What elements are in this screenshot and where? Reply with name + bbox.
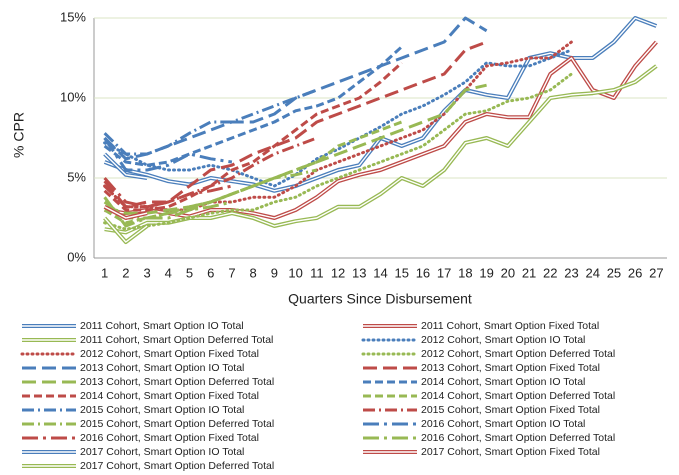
legend-label: 2015 Cohort, Smart Option Fixed Total	[421, 404, 600, 416]
x-tick-label: 22	[543, 265, 557, 280]
series-line-inner	[104, 153, 148, 179]
x-tick-label: 21	[522, 265, 536, 280]
x-tick-label: 4	[165, 265, 172, 280]
legend-label: 2015 Cohort, Smart Option Deferred Total	[80, 418, 274, 430]
series-line	[103, 196, 233, 228]
x-tick-label: 15	[394, 265, 408, 280]
legend-label: 2014 Cohort, Smart Option Fixed Total	[80, 390, 259, 402]
x-axis-title: Quarters Since Disbursement	[288, 291, 472, 307]
legend-label: 2015 Cohort, Smart Option IO Total	[80, 404, 244, 416]
legend-label: 2016 Cohort, Smart Option IO Total	[421, 418, 585, 430]
x-tick-label: 19	[479, 265, 493, 280]
legend-label: 2017 Cohort, Smart Option IO Total	[80, 446, 244, 458]
series-line	[103, 48, 573, 188]
x-tick-label: 3	[143, 265, 150, 280]
x-tick-label: 14	[373, 265, 387, 280]
x-tick-label: 9	[271, 265, 278, 280]
series-line	[103, 16, 658, 193]
series-line-inner	[104, 41, 657, 219]
legend-label: 2014 Cohort, Smart Option IO Total	[421, 376, 585, 388]
x-tick-label: 5	[186, 265, 193, 280]
x-tick-label: 25	[607, 265, 621, 280]
legend-label: 2011 Cohort, Smart Option Fixed Total	[421, 320, 599, 332]
series-line-inner	[104, 17, 657, 192]
x-tick-label: 16	[416, 265, 430, 280]
series-line-inner	[104, 206, 148, 219]
y-tick-label: 10%	[60, 89, 86, 104]
series-line	[103, 61, 403, 212]
series-line-inner	[104, 65, 657, 234]
legend-label: 2016 Cohort, Smart Option Deferred Total	[421, 432, 615, 444]
y-tick-label: 15%	[60, 9, 86, 24]
x-tick-label: 17	[437, 265, 451, 280]
x-tick-label: 27	[649, 265, 663, 280]
series-line	[103, 177, 233, 209]
series-line	[103, 168, 318, 220]
x-tick-label: 18	[458, 265, 472, 280]
legend-label: 2014 Cohort, Smart Option Deferred Total	[421, 390, 615, 402]
x-tick-label: 7	[228, 265, 235, 280]
legend-label: 2011 Cohort, Smart Option IO Total	[80, 320, 244, 332]
x-tick-label: 1	[101, 265, 108, 280]
legend-label: 2013 Cohort, Smart Option Deferred Total	[80, 376, 274, 388]
series-line	[103, 40, 573, 212]
legend-label: 2012 Cohort, Smart Option IO Total	[421, 334, 585, 346]
series-line	[103, 45, 403, 167]
y-axis-title: % CPR	[11, 112, 27, 158]
x-tick-label: 6	[207, 265, 214, 280]
x-tick-label: 23	[564, 265, 578, 280]
legend-label: 2016 Cohort, Smart Option Fixed Total	[80, 432, 259, 444]
x-tick-label: 10	[288, 265, 302, 280]
series-line	[103, 136, 318, 209]
legend-label: 2012 Cohort, Smart Option Fixed Total	[80, 348, 259, 360]
series-line	[103, 137, 233, 172]
legend-label: 2012 Cohort, Smart Option Deferred Total	[421, 348, 615, 360]
y-tick-label: 5%	[67, 169, 86, 184]
x-tick-label: 24	[585, 265, 599, 280]
x-tick-label: 13	[352, 265, 366, 280]
legend-label: 2013 Cohort, Smart Option Fixed Total	[421, 362, 600, 374]
legend-label: 2011 Cohort, Smart Option Deferred Total	[80, 334, 273, 346]
x-tick-label: 20	[501, 265, 515, 280]
series-line	[103, 72, 573, 231]
legend-label: 2013 Cohort, Smart Option IO Total	[80, 362, 244, 374]
series-line-inner	[104, 217, 148, 243]
series-line	[103, 40, 488, 209]
series-line	[103, 16, 488, 161]
x-tick-label: 26	[628, 265, 642, 280]
x-tick-label: 2	[122, 265, 129, 280]
y-tick-label: 0%	[67, 249, 86, 264]
x-tick-label: 11	[310, 265, 324, 280]
series-line	[104, 83, 487, 215]
legend-label: 2017 Cohort, Smart Option Deferred Total	[80, 460, 274, 472]
x-tick-label: 8	[250, 265, 257, 280]
x-tick-label: 12	[331, 265, 345, 280]
legend-label: 2017 Cohort, Smart Option Fixed Total	[421, 446, 600, 458]
